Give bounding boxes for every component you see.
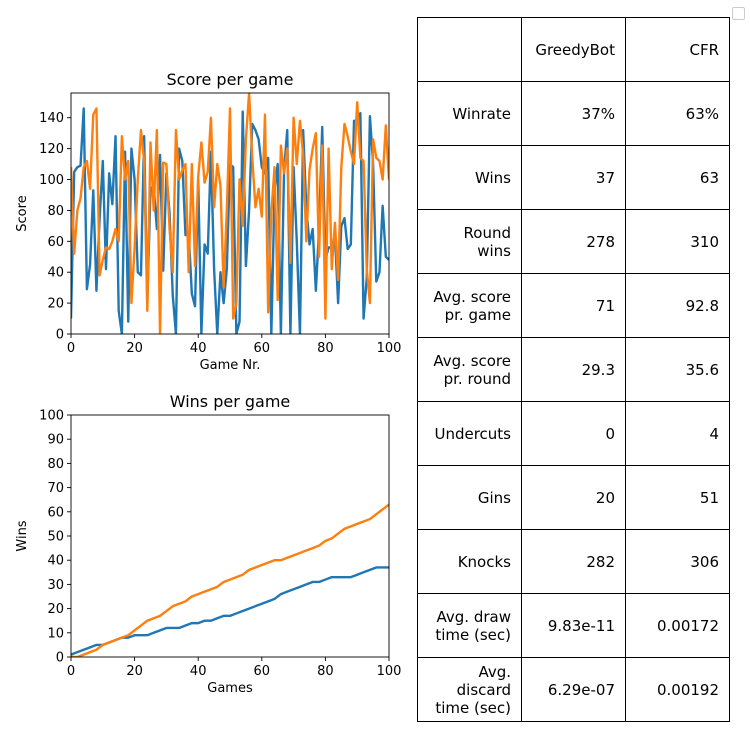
greedybot-value-cell: 6.29e-07 xyxy=(521,657,626,722)
y-tick-label: 90 xyxy=(47,433,64,448)
cfr-value-cell: 51 xyxy=(625,465,730,530)
x-tick-label: 20 xyxy=(126,664,143,679)
table-header-cell: CFR xyxy=(625,17,730,82)
y-axis-label: Wins xyxy=(15,520,30,551)
y-tick-label: 50 xyxy=(47,530,64,545)
y-tick-label: 100 xyxy=(39,409,64,424)
row-label-cell: Wins xyxy=(417,145,522,210)
greedybot-value-cell: 9.83e-11 xyxy=(521,593,626,658)
chart-title: Wins per game xyxy=(170,392,291,411)
greedybot-value-cell: 37% xyxy=(521,81,626,146)
y-tick-label: 20 xyxy=(47,297,64,312)
y-tick-label: 70 xyxy=(47,481,64,496)
cfr-value-cell: 306 xyxy=(625,529,730,594)
wins-per-game-chart: 0 20 40 60 80 100 0 10 20 30 40 50 60 70 80 90 100 Wins p… xyxy=(15,392,402,696)
y-tick-label: 0 xyxy=(56,328,64,343)
table-row: Avg. score pr. round 29.3 35.6 xyxy=(417,337,730,402)
x-tick-label: 60 xyxy=(254,341,271,356)
greedybot-value-cell: 29.3 xyxy=(521,337,626,402)
x-tick-label: 80 xyxy=(317,341,334,356)
x-tick-label: 20 xyxy=(126,341,143,356)
greedybot-value-cell: 278 xyxy=(521,209,626,274)
x-axis-label: Games xyxy=(207,681,253,696)
row-label-cell: Avg. score pr. game xyxy=(417,273,522,338)
plot-frame xyxy=(70,92,390,335)
stats-table: GreedyBot CFR Winrate 37% 63% Wins 37 63 Round w… xyxy=(417,17,730,722)
table-header-row: GreedyBot CFR xyxy=(417,17,730,82)
row-label-cell: Gins xyxy=(417,465,522,530)
cfr-value-cell: 92.8 xyxy=(625,273,730,338)
greedybot-value-cell: 37 xyxy=(521,145,626,210)
row-label-cell: Avg. score pr. round xyxy=(417,337,522,402)
series-line-cfr xyxy=(71,93,389,334)
y-tick-label: 0 xyxy=(56,651,64,666)
y-tick-label: 120 xyxy=(39,142,64,157)
row-label-cell: Winrate xyxy=(417,81,522,146)
table-row: Round wins 278 310 xyxy=(417,209,730,274)
x-tick-label: 40 xyxy=(190,664,207,679)
x-tick-label: 60 xyxy=(254,664,271,679)
table-corner-cell xyxy=(417,17,522,82)
y-tick-label: 30 xyxy=(47,578,64,593)
row-label-cell: Avg. discard time (sec) xyxy=(417,657,522,722)
cfr-value-cell: 63 xyxy=(625,145,730,210)
table-row: Winrate 37% 63% xyxy=(417,81,730,146)
y-tick-label: 10 xyxy=(47,626,64,641)
y-tick-label: 100 xyxy=(39,173,64,188)
x-tick-label: 100 xyxy=(377,341,402,356)
y-tick-label: 140 xyxy=(39,111,64,126)
table-row: Wins 37 63 xyxy=(417,145,730,210)
table-row: Knocks 282 306 xyxy=(417,529,730,594)
y-tick-label: 80 xyxy=(47,204,64,219)
cfr-value-cell: 35.6 xyxy=(625,337,730,402)
y-tick-label: 60 xyxy=(47,235,64,250)
x-tick-label: 40 xyxy=(190,341,207,356)
row-label-cell: Undercuts xyxy=(417,401,522,466)
y-tick-label: 20 xyxy=(47,602,64,617)
y-axis-label: Score xyxy=(15,195,30,231)
greedybot-value-cell: 282 xyxy=(521,529,626,594)
x-tick-label: 0 xyxy=(67,341,75,356)
y-tick-label: 80 xyxy=(47,457,64,472)
x-tick-label: 80 xyxy=(317,664,334,679)
table-row: Gins 20 51 xyxy=(417,465,730,530)
table-row: Avg. draw time (sec) 9.83e-11 0.00172 xyxy=(417,593,730,658)
row-label-cell: Knocks xyxy=(417,529,522,594)
cfr-value-cell: 0.00192 xyxy=(625,657,730,722)
cfr-value-cell: 310 xyxy=(625,209,730,274)
greedybot-value-cell: 20 xyxy=(521,465,626,530)
table-row: Avg. score pr. game 71 92.8 xyxy=(417,273,730,338)
chart-title: Score per game xyxy=(167,70,294,89)
y-tick-label: 40 xyxy=(47,554,64,569)
y-tick-label: 40 xyxy=(47,266,64,281)
table-row: Avg. discard time (sec) 6.29e-07 0.00192 xyxy=(417,657,730,722)
cfr-value-cell: 63% xyxy=(625,81,730,146)
y-tick-label: 60 xyxy=(47,505,64,520)
cfr-value-cell: 4 xyxy=(625,401,730,466)
plot-frame xyxy=(70,414,390,658)
greedybot-value-cell: 71 xyxy=(521,273,626,338)
table-row: Undercuts 0 4 xyxy=(417,401,730,466)
series-line-cfr xyxy=(71,503,389,657)
greedybot-value-cell: 0 xyxy=(521,401,626,466)
row-label-cell: Round wins xyxy=(417,209,522,274)
score-per-game-chart: 0 20 40 60 80 100 0 20 40 60 80 100 120 140 Score per … xyxy=(15,70,402,373)
x-axis-label: Game Nr. xyxy=(200,358,261,373)
row-label-cell: Avg. draw time (sec) xyxy=(417,593,522,658)
cfr-value-cell: 0.00172 xyxy=(625,593,730,658)
x-tick-label: 100 xyxy=(377,664,402,679)
x-tick-label: 0 xyxy=(67,664,75,679)
table-header-cell: GreedyBot xyxy=(521,17,626,82)
legend-box xyxy=(732,7,745,20)
